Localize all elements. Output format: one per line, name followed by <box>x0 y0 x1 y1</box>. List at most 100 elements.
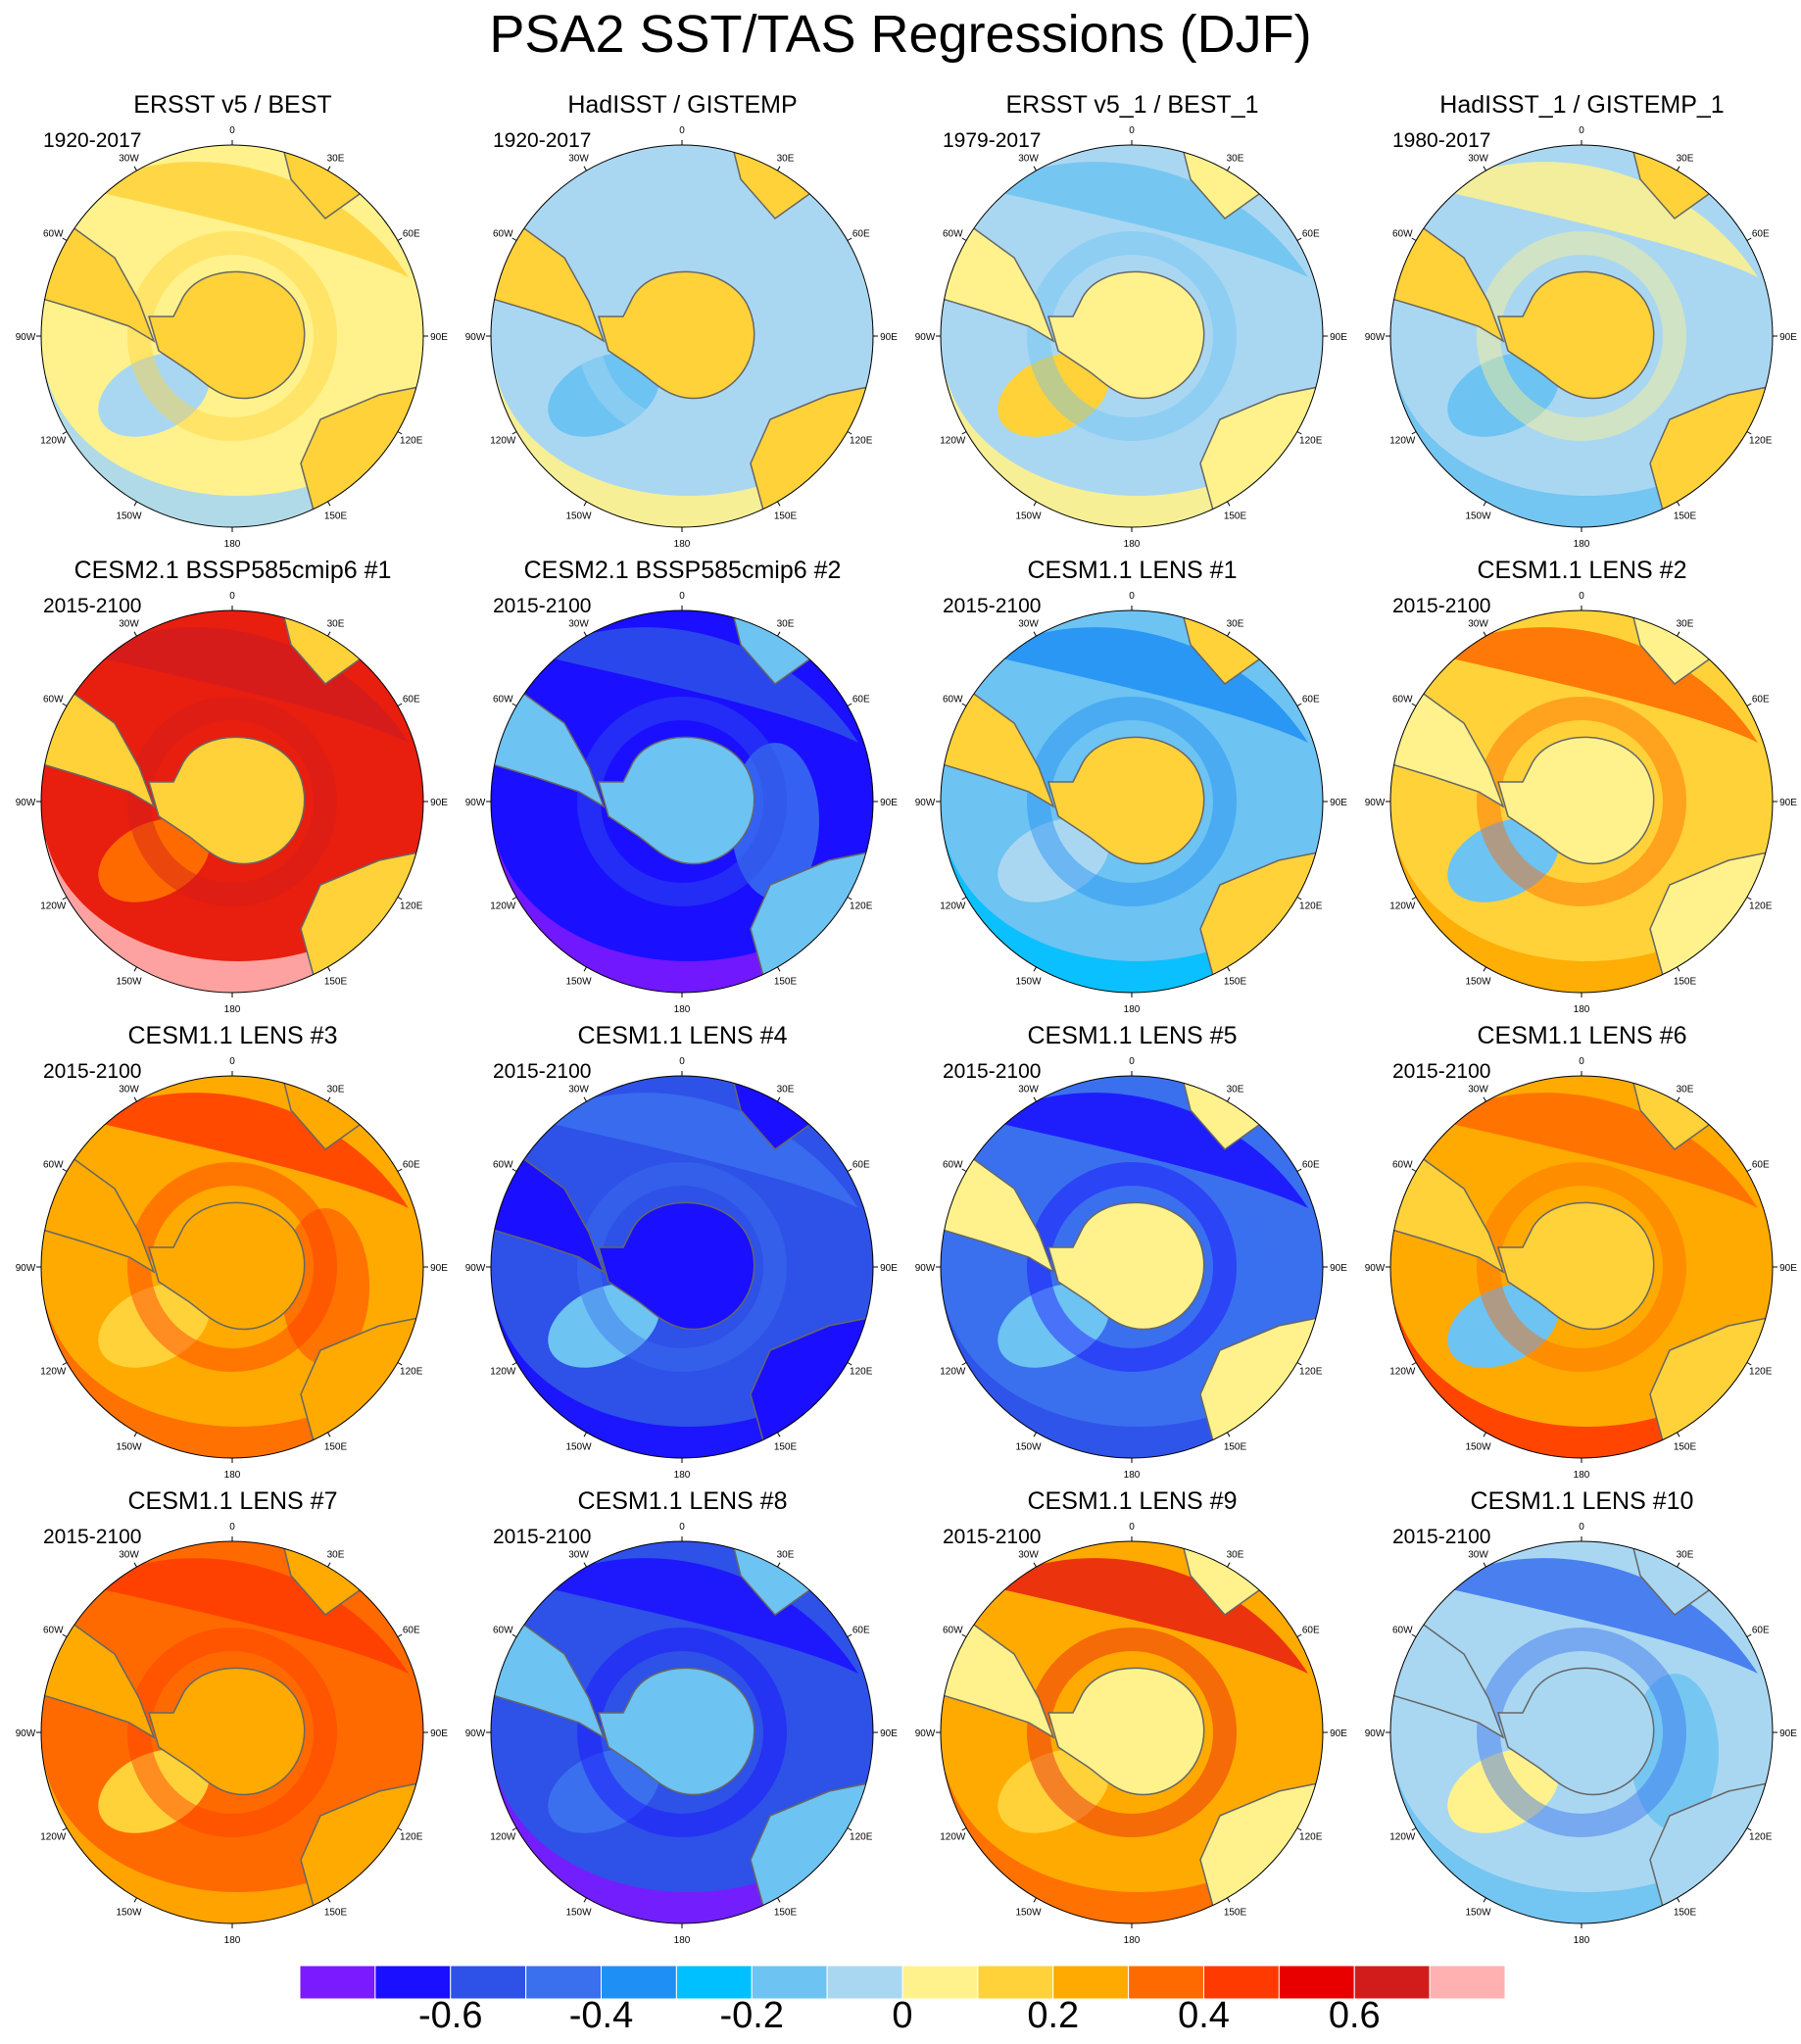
longitude-label: 120E <box>1749 1367 1773 1378</box>
colorbar-tick-label: 0.4 <box>1178 1995 1230 2036</box>
longitude-tick <box>1411 431 1417 435</box>
colorbar <box>300 1966 1505 1999</box>
longitude-label: 120E <box>1299 436 1323 447</box>
longitude-label: 150W <box>565 1908 592 1919</box>
longitude-label: 30E <box>1677 1084 1694 1095</box>
antarctica-landmass <box>1497 1667 1655 1796</box>
longitude-tick <box>777 1096 781 1102</box>
anomaly-ring <box>1027 1628 1237 1837</box>
longitude-label: 60E <box>852 229 870 240</box>
longitude-tick <box>1483 1096 1486 1102</box>
longitude-label: 150W <box>1015 977 1042 988</box>
longitude-label: 30E <box>1677 618 1694 629</box>
longitude-label: 120W <box>1389 1367 1416 1378</box>
longitude-label: 30W <box>568 1549 589 1560</box>
map-panel: ERSST v5_1 / BEST_1 1979-2017 0 30E 60E 90E 12… <box>907 90 1357 555</box>
longitude-label: 60W <box>43 229 64 240</box>
longitude-tick <box>1296 703 1302 706</box>
anomaly-band <box>535 627 858 743</box>
longitude-tick <box>1483 631 1486 637</box>
anomaly-blob <box>731 1674 819 1830</box>
longitude-tick <box>397 897 403 900</box>
anomaly-band <box>985 162 1308 277</box>
longitude-tick <box>133 1432 137 1437</box>
longitude-label: 0 <box>679 1522 685 1533</box>
anomaly-blob <box>1181 743 1269 900</box>
longitude-label: 90W <box>915 332 936 343</box>
longitude-label: 90E <box>430 1263 448 1274</box>
longitude-tick <box>62 1168 68 1172</box>
longitude-tick <box>511 431 517 435</box>
longitude-tick <box>1483 501 1486 507</box>
longitude-label: 30W <box>1468 618 1488 629</box>
panel-period: 2015-2100 <box>43 1060 142 1083</box>
longitude-label: 30W <box>568 1084 589 1095</box>
longitude-label: 150E <box>1674 511 1697 522</box>
colorbar-swatch <box>977 1966 1054 1999</box>
longitude-label: 150E <box>1224 511 1247 522</box>
longitude-tick <box>397 1633 403 1637</box>
longitude-label: 120E <box>1749 436 1773 447</box>
polar-map: 0 30E 60E 90E 120E 150E 180 150W 120W 90W 60W 30W <box>1365 125 1798 550</box>
longitude-tick <box>1483 1897 1486 1903</box>
panel-title: CESM2.1 BSSP585cmip6 #1 <box>73 557 392 584</box>
anomaly-blob <box>281 743 369 900</box>
panel-period: 2015-2100 <box>493 1060 592 1083</box>
longitude-tick <box>327 1432 331 1437</box>
longitude-tick <box>1227 966 1231 972</box>
map-panel: CESM1.1 LENS #2 2015-2100 0 30E 60E 90E 120E 15… <box>1357 556 1801 1020</box>
longitude-label: 60W <box>43 1160 64 1171</box>
longitude-label: 60E <box>852 695 870 706</box>
longitude-tick <box>847 1168 852 1172</box>
longitude-label: 60E <box>1302 1626 1320 1636</box>
anomaly-blob <box>98 1749 210 1833</box>
longitude-tick <box>133 501 137 507</box>
longitude-tick <box>1296 1362 1302 1366</box>
longitude-label: 150W <box>1465 1908 1491 1919</box>
longitude-label: 30E <box>1227 1084 1244 1095</box>
longitude-label: 150W <box>1015 511 1042 522</box>
longitude-tick <box>62 1633 68 1637</box>
longitude-tick <box>1227 166 1231 171</box>
map-panel: CESM1.1 LENS #7 2015-2100 0 30E 60E 90E 120E 15… <box>8 1486 458 1951</box>
longitude-tick <box>1033 1096 1037 1102</box>
anomaly-ring <box>1027 1162 1237 1372</box>
longitude-label: 30W <box>1018 1549 1039 1560</box>
longitude-tick <box>1677 1897 1680 1903</box>
panel-title: CESM1.1 LENS #5 <box>1027 1022 1238 1049</box>
anomaly-blob <box>998 1749 1109 1833</box>
longitude-label: 30E <box>1677 153 1694 164</box>
longitude-label: 0 <box>229 1522 235 1533</box>
longitude-label: 60E <box>1302 229 1320 240</box>
longitude-label: 120W <box>940 436 966 447</box>
figure-title: PSA2 SST/TAS Regressions (DJF) <box>489 5 1312 64</box>
antarctica-landmass <box>1047 1667 1205 1796</box>
polar-map: 0 30E 60E 90E 120E 150E 180 150W 120W 90W 60W 30W <box>465 125 899 550</box>
anomaly-band <box>535 1558 858 1674</box>
longitude-label: 30W <box>1468 1549 1488 1560</box>
longitude-tick <box>1411 1633 1417 1637</box>
anomaly-blob <box>548 1749 659 1833</box>
anomaly-blob <box>731 743 819 900</box>
longitude-label: 0 <box>229 591 235 602</box>
longitude-label: 150W <box>116 511 142 522</box>
longitude-label: 150E <box>774 511 798 522</box>
colorbar-tick-label: -0.2 <box>719 1995 784 2036</box>
longitude-tick <box>1677 1562 1680 1568</box>
longitude-tick <box>961 703 967 706</box>
antarctica-landmass <box>1497 736 1655 865</box>
longitude-label: 150E <box>774 1908 798 1919</box>
anomaly-ring <box>577 697 787 906</box>
longitude-tick <box>1033 631 1037 637</box>
map-panel: CESM1.1 LENS #4 2015-2100 0 30E 60E 90E 120E 15… <box>458 1021 907 1485</box>
polar-map: 0 30E 60E 90E 120E 150E 180 150W 120W 90W 60W 30W <box>16 125 449 550</box>
longitude-label: 0 <box>1579 1522 1584 1533</box>
longitude-label: 90E <box>1779 1263 1797 1274</box>
longitude-label: 60W <box>1392 695 1413 706</box>
longitude-label: 90E <box>1330 1728 1347 1739</box>
longitude-tick <box>1033 1432 1037 1437</box>
longitude-label: 150W <box>565 977 592 988</box>
panel-period: 2015-2100 <box>1392 1060 1491 1083</box>
longitude-tick <box>397 1168 403 1172</box>
colorbar-tick-label: -0.4 <box>568 1995 634 2036</box>
